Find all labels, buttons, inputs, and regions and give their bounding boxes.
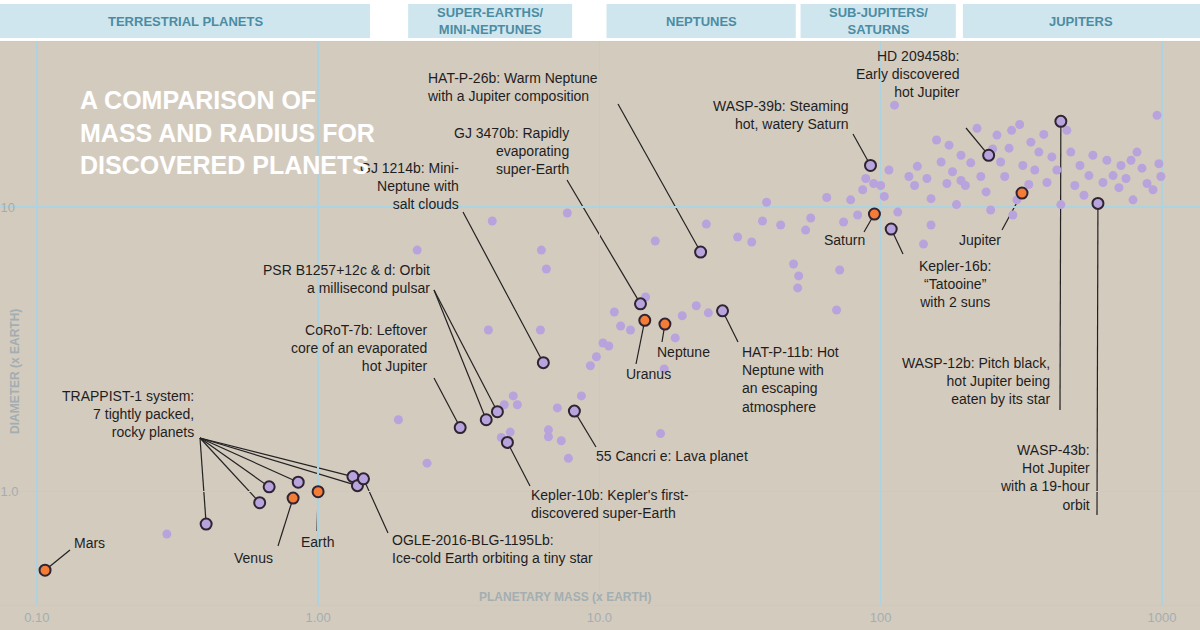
svg-text:GJ 1214b: Mini-Neptune withsal: GJ 1214b: Mini-Neptune withsalt clouds [360,160,459,212]
svg-text:1.0: 1.0 [0,484,18,499]
svg-text:WASP-12b: Pitch black,hot Jupi: WASP-12b: Pitch black,hot Jupiter beinge… [902,355,1050,407]
svg-text:Saturn: Saturn [824,232,865,248]
svg-text:JUPITERS: JUPITERS [1049,14,1113,29]
svg-text:SUB-JUPITERS/SATURNS: SUB-JUPITERS/SATURNS [829,5,928,37]
svg-text:WASP-43b:Hot Jupiterwith a 19-: WASP-43b:Hot Jupiterwith a 19-hourorbit [1000,442,1090,513]
svg-text:PSR B1257+12c & d: Orbita mill: PSR B1257+12c & d: Orbita millisecond pu… [263,262,430,296]
svg-text:1.00: 1.00 [305,610,330,625]
svg-text:OGLE-2016-BLG-1195Lb:Ice-cold: OGLE-2016-BLG-1195Lb:Ice-cold Earth orbi… [392,532,593,566]
svg-text:TERRESTRIAL PLANETS: TERRESTRIAL PLANETS [108,14,263,29]
svg-text:A COMPARISON OFMASS AND RADIUS: A COMPARISON OFMASS AND RADIUS FORDISCOV… [80,86,375,179]
svg-text:Earth: Earth [301,534,334,550]
svg-text:NEPTUNES: NEPTUNES [666,14,737,29]
svg-text:10.0: 10.0 [587,610,612,625]
svg-text:Kepler-10b: Kepler's first-dis: Kepler-10b: Kepler's first-discovered su… [531,487,689,521]
svg-text:HD 209458b:Early discoveredhot: HD 209458b:Early discoveredhot Jupiter [856,48,960,100]
svg-text:100: 100 [870,610,892,625]
svg-text:Mars: Mars [74,535,105,551]
svg-text:Uranus: Uranus [626,366,671,382]
svg-text:Kepler-16b:“Tatooine”with 2 su: Kepler-16b:“Tatooine”with 2 suns [919,258,991,310]
svg-text:10: 10 [0,200,14,215]
svg-text:DIAMETER (x EARTH): DIAMETER (x EARTH) [8,309,22,434]
svg-text:HAT-P-11b: HotNeptune withan e: HAT-P-11b: HotNeptune withan escapingatm… [742,344,839,415]
svg-text:WASP-39b: Steaminghot, watery: WASP-39b: Steaminghot, watery Saturn [713,98,849,132]
svg-text:SUPER-EARTHS/MINI-NEPTUNES: SUPER-EARTHS/MINI-NEPTUNES [437,5,544,37]
svg-text:Jupiter: Jupiter [959,232,1001,248]
svg-text:1000: 1000 [1148,610,1177,625]
svg-text:0.10: 0.10 [24,610,49,625]
svg-text:55 Cancri e: Lava planet: 55 Cancri e: Lava planet [596,448,748,464]
svg-text:HAT-P-26b: Warm Neptunewith a: HAT-P-26b: Warm Neptunewith a Jupiter co… [427,70,598,104]
svg-text:PLANETARY MASS (x EARTH): PLANETARY MASS (x EARTH) [479,590,651,604]
svg-text:Venus: Venus [234,550,273,566]
svg-text:CoRoT-7b: Leftovercore of an e: CoRoT-7b: Leftovercore of an evaporatedh… [291,322,428,374]
svg-text:Neptune: Neptune [657,344,710,360]
svg-text:TRAPPIST-1 system:7 tightly pa: TRAPPIST-1 system:7 tightly packed,rocky… [62,388,194,440]
svg-text:GJ 3470b: Rapidlyevaporatingsu: GJ 3470b: Rapidlyevaporatingsuper-Earth [454,125,569,177]
